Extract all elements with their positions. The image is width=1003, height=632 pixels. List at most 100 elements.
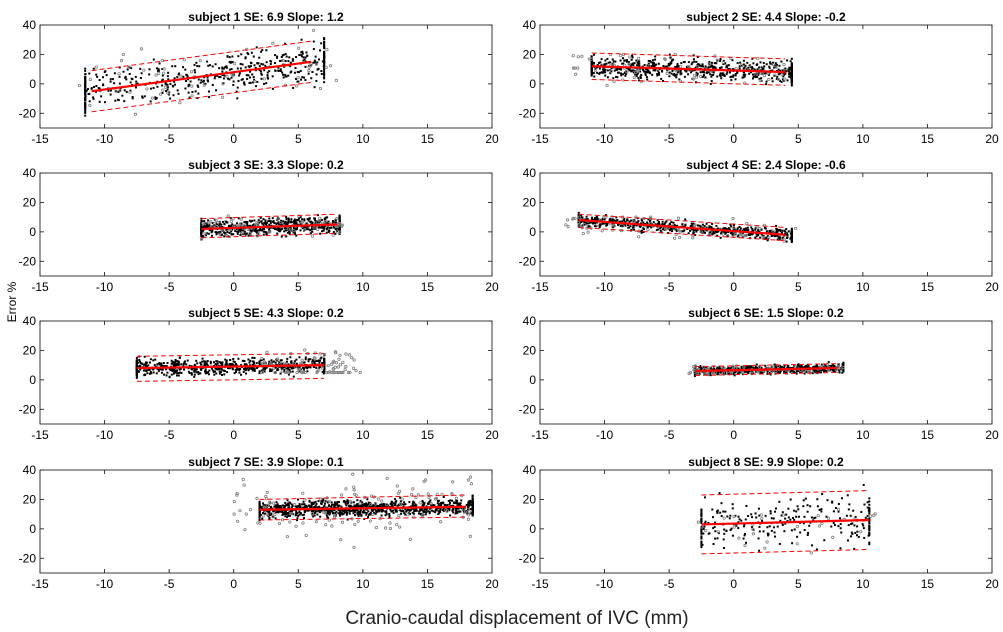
x-tick-label: 0 xyxy=(730,132,737,146)
data-point xyxy=(301,76,304,79)
data-point xyxy=(141,95,144,98)
data-point xyxy=(703,225,706,228)
data-point xyxy=(253,64,256,67)
data-point xyxy=(657,62,660,65)
data-point xyxy=(226,221,229,224)
data-point xyxy=(229,217,232,220)
subplot-4: subject 4 SE: 2.4 Slope: -0.6-15 -10 -5 0 5 1… xyxy=(519,158,999,294)
data-point xyxy=(218,220,221,223)
data-point xyxy=(293,220,296,223)
data-point xyxy=(603,64,606,67)
data-point xyxy=(595,66,598,69)
data-point xyxy=(647,59,650,62)
data-point xyxy=(604,59,607,62)
data-point xyxy=(385,503,388,506)
data-point xyxy=(583,223,586,226)
data-point xyxy=(218,370,221,373)
data-point xyxy=(642,221,645,224)
data-point xyxy=(588,225,591,228)
outlier-point xyxy=(118,88,122,93)
data-point xyxy=(247,65,250,68)
data-point xyxy=(605,214,608,217)
data-point xyxy=(674,66,677,69)
data-point xyxy=(303,361,306,364)
outlier-point xyxy=(566,225,570,229)
data-point xyxy=(183,368,186,371)
data-point xyxy=(692,229,695,232)
data-point xyxy=(323,53,326,56)
x-tick-label: -10 xyxy=(96,428,114,442)
data-point xyxy=(322,372,325,375)
outlier-point xyxy=(687,64,691,68)
data-point xyxy=(259,216,262,219)
data-point xyxy=(249,232,252,235)
outlier-point xyxy=(771,364,775,368)
data-point xyxy=(713,62,716,65)
data-point xyxy=(709,65,712,68)
data-point xyxy=(712,71,715,74)
data-point xyxy=(248,361,251,364)
data-point xyxy=(284,42,287,45)
confidence-bound-lower xyxy=(136,377,325,382)
data-point xyxy=(710,75,713,78)
data-point xyxy=(273,226,276,229)
data-point xyxy=(289,356,292,359)
data-point xyxy=(176,76,179,79)
data-point xyxy=(139,368,142,371)
data-point xyxy=(790,78,793,81)
data-point xyxy=(220,223,223,226)
data-point xyxy=(204,222,207,225)
data-point xyxy=(280,359,283,362)
data-point xyxy=(158,367,161,370)
data-point xyxy=(194,364,197,367)
data-point xyxy=(763,369,766,372)
data-point xyxy=(178,72,181,75)
data-point xyxy=(125,90,128,93)
data-point xyxy=(645,76,648,79)
data-point xyxy=(295,56,298,59)
outlier-point xyxy=(190,84,194,88)
data-point xyxy=(662,227,665,230)
outlier-point xyxy=(692,224,697,228)
data-point xyxy=(175,374,178,377)
data-point xyxy=(214,370,217,373)
data-point xyxy=(724,232,727,235)
data-point xyxy=(714,230,717,233)
data-point xyxy=(338,215,341,218)
data-point xyxy=(144,363,147,366)
data-point xyxy=(712,66,715,69)
x-tick-label: 15 xyxy=(421,428,435,442)
outlier-point xyxy=(836,365,840,369)
data-point xyxy=(340,512,343,515)
outlier-point xyxy=(117,72,121,76)
data-point xyxy=(627,68,630,71)
outlier-point xyxy=(268,230,272,234)
data-point xyxy=(652,61,655,64)
data-point xyxy=(586,218,589,221)
data-point xyxy=(751,227,754,230)
data-point xyxy=(715,62,718,65)
outlier-point xyxy=(161,88,165,92)
data-point xyxy=(755,235,758,238)
data-point xyxy=(196,362,199,365)
data-point xyxy=(217,224,220,227)
x-tick-label: 10 xyxy=(356,428,370,442)
data-point xyxy=(733,371,736,374)
data-point xyxy=(651,73,654,76)
data-point xyxy=(738,65,741,68)
data-point xyxy=(193,370,196,373)
data-point xyxy=(282,220,285,223)
data-point xyxy=(716,75,719,78)
data-point xyxy=(777,236,780,239)
data-point xyxy=(623,72,626,75)
data-point xyxy=(285,367,288,370)
outlier-point xyxy=(576,55,580,59)
data-point xyxy=(174,364,177,367)
data-point xyxy=(281,54,284,57)
data-point xyxy=(269,370,272,373)
data-point xyxy=(318,58,321,61)
data-point xyxy=(734,72,737,75)
data-point xyxy=(734,74,737,77)
data-point xyxy=(290,506,293,509)
data-point xyxy=(97,86,100,89)
